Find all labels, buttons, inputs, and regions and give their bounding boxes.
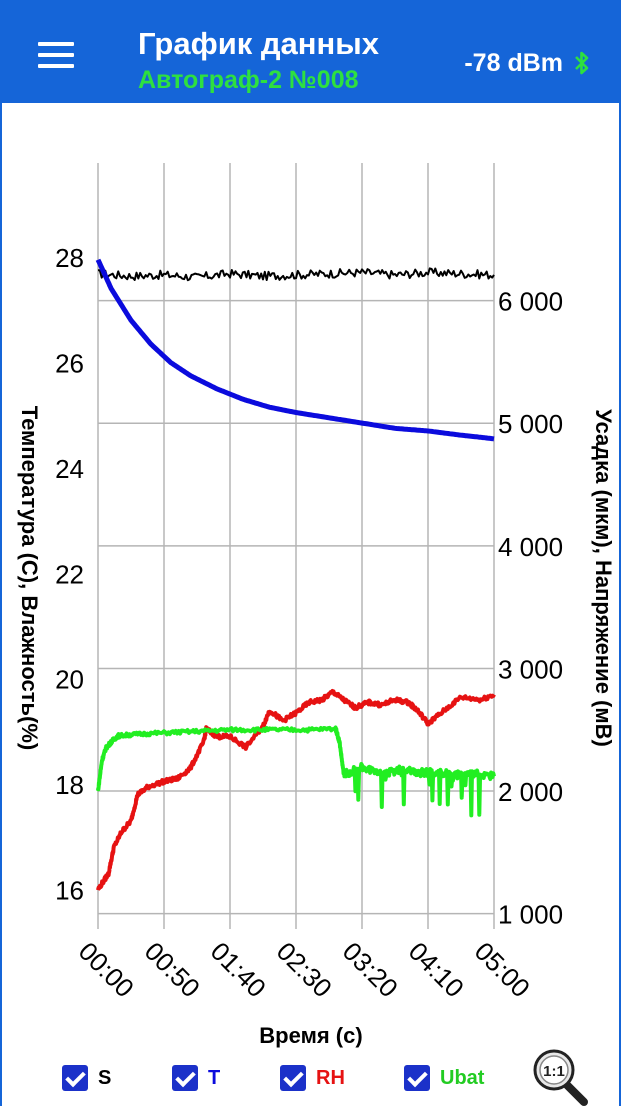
y-right-tick-label: 5 000: [498, 409, 563, 439]
y-right-tick-label: 1 000: [498, 900, 563, 930]
legend-item-s[interactable]: S: [62, 1062, 111, 1094]
legend-label-rh: RH: [316, 1066, 345, 1089]
x-tick-label: 01:40: [205, 936, 272, 1003]
x-tick-label: 00:50: [139, 936, 206, 1003]
y-left-tick-label: 16: [55, 875, 84, 905]
page-title: График данных: [138, 26, 379, 61]
y-left-tick-label: 20: [55, 665, 84, 695]
y-right-tick-label: 2 000: [498, 777, 563, 807]
legend-item-t[interactable]: T: [172, 1062, 220, 1094]
app-bar: График данных Автограф-2 №008 -78 dBm: [0, 0, 621, 103]
series-line-s: [97, 267, 495, 282]
right-border: [619, 103, 621, 1106]
series-line-rh: [96, 688, 496, 891]
checkbox-t[interactable]: [172, 1065, 198, 1091]
y-left-tick-label: 28: [55, 243, 84, 273]
x-tick-label: 05:00: [469, 936, 536, 1003]
y-left-axis-title: Температура (С), Влажность(%): [17, 406, 42, 750]
y-right-tick-label: 4 000: [498, 532, 563, 562]
checkbox-rh[interactable]: [280, 1065, 306, 1091]
series-line-ubat: [96, 725, 496, 818]
series-line-t: [95, 258, 496, 442]
signal-strength: -78 dBm: [464, 49, 563, 77]
x-axis-title: Время (с): [259, 1023, 362, 1048]
legend: S T RH Ubat: [0, 1050, 621, 1106]
x-tick-label: 00:00: [73, 936, 140, 1003]
legend-item-ubat[interactable]: Ubat: [404, 1062, 484, 1094]
chart-grid: [97, 163, 495, 929]
legend-label-ubat: Ubat: [440, 1066, 485, 1089]
y-right-axis-title: Усадка (мкм), Напряжение (мВ): [591, 409, 616, 747]
y-right-tick-label: 3 000: [498, 654, 563, 684]
y-left-tick-label: 18: [55, 770, 84, 800]
menu-icon[interactable]: [38, 42, 74, 70]
y-right-tick-label: 6 000: [498, 287, 563, 317]
zoom-reset-icon[interactable]: 1:1: [530, 1046, 590, 1106]
legend-label-s: S: [98, 1066, 112, 1089]
y-left-tick-label: 22: [55, 559, 84, 589]
zoom-reset-label: 1:1: [543, 1063, 565, 1080]
x-tick-label: 03:20: [337, 936, 404, 1003]
chart-series: [95, 258, 496, 891]
legend-item-rh[interactable]: RH: [280, 1062, 345, 1094]
device-name: Автограф-2 №008: [138, 66, 359, 94]
legend-label-t: T: [208, 1066, 221, 1089]
bluetooth-icon: [575, 51, 589, 75]
y-left-tick-label: 24: [55, 454, 84, 484]
left-border: [0, 103, 2, 1106]
x-tick-label: 02:30: [271, 936, 338, 1003]
y-left-tick-label: 26: [55, 348, 84, 378]
checkbox-ubat[interactable]: [404, 1065, 430, 1091]
x-tick-label: 04:10: [403, 936, 470, 1003]
checkbox-s[interactable]: [62, 1065, 88, 1091]
